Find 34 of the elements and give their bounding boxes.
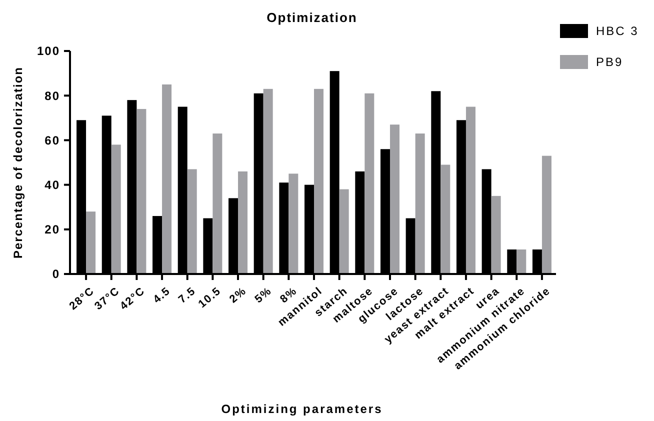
y-tick-label: 60: [44, 133, 60, 148]
bar: [212, 134, 222, 274]
bar: [187, 169, 197, 274]
chart-title: Optimization: [266, 10, 358, 25]
bar: [542, 156, 552, 274]
y-tick-label: 80: [44, 88, 60, 103]
bar: [390, 124, 400, 274]
bar: [466, 106, 476, 274]
legend-label: PB9: [596, 55, 624, 70]
bar: [111, 144, 121, 274]
y-tick-label: 20: [44, 222, 60, 237]
bar: [415, 134, 425, 274]
x-tick-label: 7.5: [176, 285, 198, 306]
bar: [136, 108, 146, 274]
bar: [440, 164, 450, 274]
x-tick-label: 4.5: [151, 285, 173, 306]
bar: [339, 189, 349, 274]
legend-label: HBC 3: [596, 24, 639, 38]
bar: [314, 88, 324, 274]
bar: [364, 93, 374, 274]
y-tick-label: 100: [36, 44, 60, 58]
bar: [516, 249, 526, 274]
bar: [86, 212, 96, 274]
bar: [288, 174, 298, 274]
bar: [162, 84, 172, 274]
x-tick-label: 5%: [252, 285, 274, 306]
y-axis-title: Percentage of decolorization: [11, 66, 25, 259]
x-tick-label: 2%: [227, 285, 249, 306]
x-axis-title: Optimizing parameters: [221, 402, 383, 416]
bar: [263, 88, 273, 274]
y-tick-label: 0: [52, 267, 60, 282]
y-tick-label: 40: [44, 178, 60, 192]
bar: [238, 171, 248, 274]
bar: [491, 196, 501, 274]
